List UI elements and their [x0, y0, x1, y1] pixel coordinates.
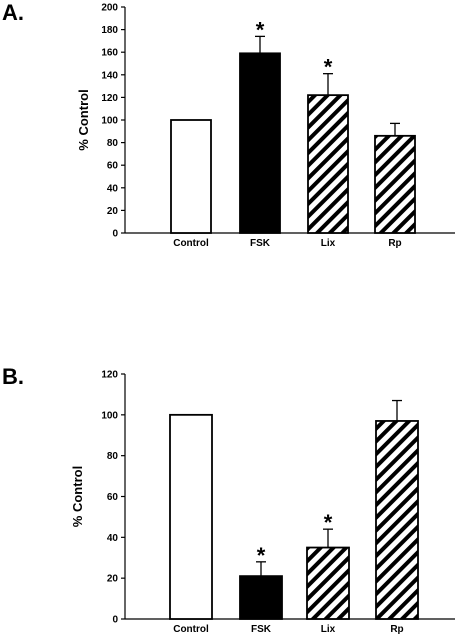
y-tick-label: 200	[101, 3, 118, 14]
y-tick-label: 0	[112, 229, 118, 240]
y-tick-label: 60	[107, 492, 119, 503]
category-label: Lix	[321, 624, 336, 635]
y-tick-label: 180	[101, 25, 118, 36]
y-tick-label: 80	[107, 138, 119, 149]
y-tick-label: 140	[101, 70, 118, 81]
y-tick-label: 20	[107, 574, 119, 585]
y-tick-label: 120	[101, 370, 118, 381]
bar-rp	[374, 134, 416, 234]
category-label: FSK	[250, 238, 271, 249]
bar-fsk	[239, 575, 283, 620]
bar-rp	[375, 420, 419, 620]
panel-label: A.	[2, 0, 24, 25]
y-axis-label: % Control	[76, 89, 91, 150]
bar-control	[170, 119, 212, 234]
bar-control	[169, 413, 213, 620]
panel-b: B. 0 20 40 60 80 100 120 % Control Control * FSK * Li…	[2, 364, 455, 635]
significance-marker: *	[324, 55, 333, 80]
category-label: Lix	[321, 238, 336, 249]
category-label: FSK	[251, 624, 272, 635]
category-label: Rp	[390, 624, 403, 635]
significance-marker: *	[256, 17, 265, 42]
y-tick-label: 60	[107, 161, 119, 172]
panel-a: A. 0 20 40 60 80 100 120 140 160 180 200 % Control Co…	[2, 0, 455, 249]
y-axis-label: % Control	[70, 466, 85, 527]
bar-fsk	[239, 52, 281, 234]
y-tick-label: 160	[101, 48, 118, 59]
y-tick-label: 100	[101, 410, 118, 421]
y-tick-label: 100	[101, 116, 118, 127]
category-label: Control	[173, 624, 209, 635]
y-tick-label: 20	[107, 206, 119, 217]
significance-marker: *	[324, 510, 333, 535]
bar-lix	[306, 546, 350, 620]
panel-label: B.	[2, 364, 24, 389]
y-tick-label: 120	[101, 93, 118, 104]
y-tick-label: 40	[107, 183, 119, 194]
y-tick-label: 80	[107, 451, 119, 462]
y-tick-label: 0	[112, 615, 118, 626]
category-label: Control	[173, 238, 209, 249]
significance-marker: *	[257, 543, 266, 568]
category-label: Rp	[388, 238, 401, 249]
bar-lix	[307, 94, 349, 234]
y-tick-label: 40	[107, 533, 119, 544]
